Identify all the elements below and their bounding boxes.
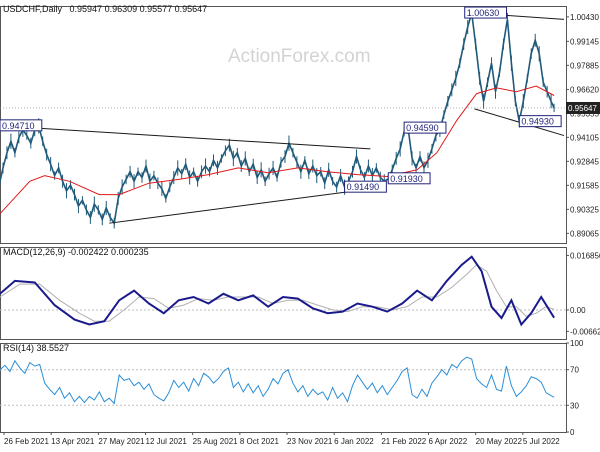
xtick-label-0: 26 Feb 2021 — [4, 437, 49, 446]
watermark: ActionForex.com — [228, 46, 371, 67]
price-ytick-label-6: 0.92845 — [570, 157, 599, 166]
price-label-box-4 — [464, 6, 508, 19]
symbol-title: USDCHF,Daily — [3, 4, 63, 14]
macd-ytick-label-1: 0.00 — [570, 306, 586, 315]
price-panel: 1.00430 0.99145 0.97885 0.96620 0.95355 0.941… — [0, 6, 600, 244]
price-ytick-label-9: 0.89065 — [570, 229, 599, 238]
price-label-box-1 — [403, 121, 447, 134]
xtick-label-2: 27 May 2021 — [98, 437, 145, 446]
moving-average-line — [0, 85, 555, 215]
price-label-5: 0.94930 — [521, 117, 554, 127]
price-ytick-label-1: 0.99145 — [570, 37, 599, 46]
price-ytick-label-7: 0.91585 — [570, 181, 599, 190]
rsi-panel-frame — [0, 343, 567, 433]
ohlc-values: 0.95947 0.96309 0.95577 0.95647 — [70, 4, 208, 14]
rsi-ytick-label-3: 0 — [570, 428, 575, 437]
last-price-box — [566, 101, 600, 114]
macd-title: MACD(12,26,9) -0.002422 0.000235 — [3, 247, 149, 257]
macd-ytick-label-0: 0.016856 — [570, 252, 600, 261]
rsi-line — [0, 356, 555, 405]
price-label-0: 0.94710 — [2, 121, 35, 131]
xtick-label-4: 25 Aug 2021 — [193, 437, 238, 446]
price-label-box-2 — [387, 172, 431, 185]
price-ytick-label-3: 0.96620 — [570, 85, 599, 94]
price-ytick-label-5: 0.94105 — [570, 133, 599, 142]
price-label-box-3 — [344, 180, 387, 193]
xtick-label-10: 20 May 2022 — [476, 437, 523, 446]
macd-ytick-label-2: -0.006629 — [570, 327, 600, 336]
xtick-label-9: 6 Apr 2022 — [429, 437, 468, 446]
xtick-label-3: 12 Jul 2021 — [146, 437, 188, 446]
price-label-3: 0.91490 — [347, 182, 380, 192]
xtick-label-11: 5 Jul 2022 — [523, 437, 560, 446]
xtick-label-1: 13 Apr 2021 — [51, 437, 95, 446]
xtick-label-8: 21 Feb 2022 — [381, 437, 426, 446]
price-label-box-5 — [518, 115, 562, 128]
rsi-title: RSI(14) 38.5527 — [3, 343, 69, 353]
price-label-4: 1.00630 — [467, 8, 500, 18]
macd-signal-line — [0, 264, 555, 322]
last-price-label: 0.95647 — [568, 104, 597, 113]
xtick-label-6: 23 Nov 2021 — [287, 437, 333, 446]
price-label-2: 0.91930 — [390, 174, 423, 184]
price-ytick-label-0: 1.00430 — [570, 13, 599, 22]
rsi-ytick-label-1: 70 — [570, 366, 579, 375]
price-ytick-label-8: 0.90325 — [570, 205, 599, 214]
price-series — [0, 12, 555, 226]
main-title: USDCHF,Daily 0.95947 0.96309 0.95577 0.9… — [3, 4, 207, 14]
rsi-ytick-label-0: 100 — [570, 339, 584, 348]
macd-line — [0, 255, 555, 327]
price-label-1: 0.94590 — [406, 123, 439, 133]
trendline-0 — [0, 125, 371, 150]
trendline-1 — [109, 188, 371, 224]
time-axis: 26 Feb 2021 13 Apr 2021 27 May 2021 12 Jul … — [3, 432, 560, 446]
xtick-label-5: 8 Oct 2021 — [240, 437, 280, 446]
price-label-box-0 — [0, 119, 43, 132]
rsi-ytick-label-2: 30 — [570, 401, 579, 410]
price-ytick-label-2: 0.97885 — [570, 61, 599, 70]
xtick-label-7: 6 Jan 2022 — [334, 437, 374, 446]
macd-panel: 0.016856 0.00 -0.006629 — [0, 247, 600, 340]
rsi-panel: 100 70 30 0 — [0, 339, 584, 437]
price-ytick-label-4: 0.95355 — [570, 110, 599, 119]
